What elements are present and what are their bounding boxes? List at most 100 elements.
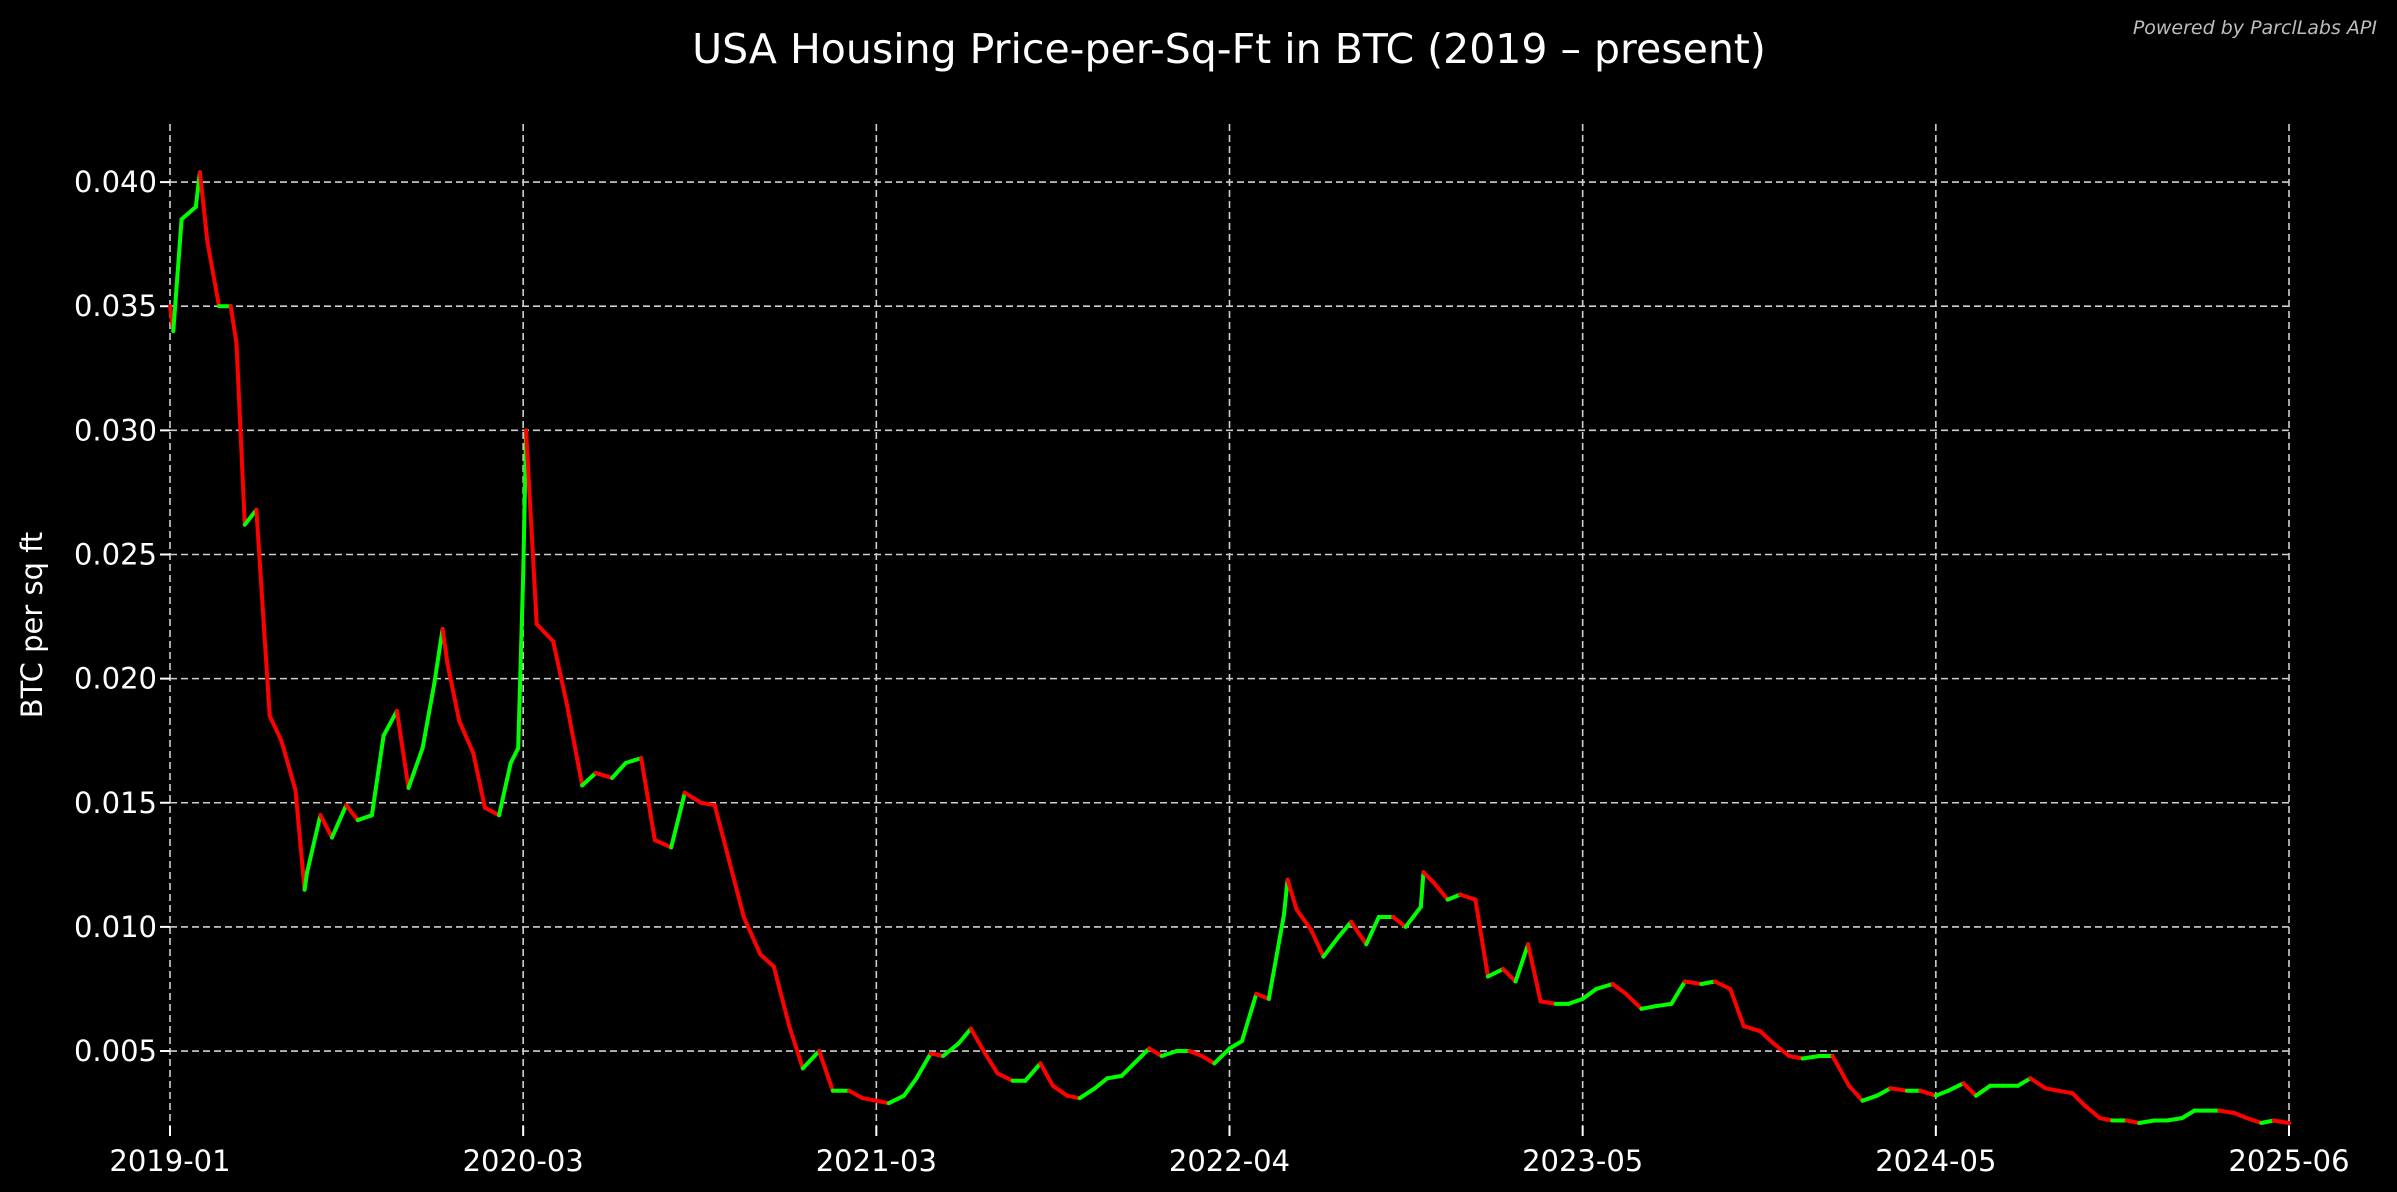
series-segment-down bbox=[983, 1051, 1000, 1076]
series-segment-down bbox=[1294, 907, 1313, 932]
watermark-text: Powered by ParclLabs API bbox=[2133, 17, 2378, 39]
y-tick-label: 0.010 bbox=[74, 910, 157, 944]
series-segment-up bbox=[1699, 979, 1717, 986]
series-segment-down bbox=[771, 964, 792, 1029]
series-segment-down bbox=[524, 428, 539, 626]
series-segment-up bbox=[1800, 1054, 1822, 1061]
y-tick-label: 0.015 bbox=[74, 786, 157, 820]
series-segment-up bbox=[1933, 1088, 1951, 1098]
y-tick-label: 0.020 bbox=[74, 662, 157, 696]
series-segment-up bbox=[305, 813, 323, 875]
series-segment-up bbox=[1336, 919, 1354, 939]
series-segment-up bbox=[1105, 1073, 1124, 1081]
series-segment-up bbox=[1566, 996, 1585, 1006]
series-segment-down bbox=[2097, 1116, 2115, 1123]
series-segment-down bbox=[564, 701, 585, 788]
series-segment-up bbox=[1669, 979, 1687, 1006]
series-segment-down bbox=[1771, 1041, 1792, 1058]
series-segment-down bbox=[787, 1024, 805, 1071]
series-segment-down bbox=[2028, 1076, 2048, 1091]
x-tick-label: 2019-01 bbox=[109, 1144, 230, 1178]
series-segment-up bbox=[1266, 912, 1286, 1001]
series-segment-up bbox=[580, 771, 598, 788]
series-segment-up bbox=[179, 204, 198, 222]
series-segment-down bbox=[847, 1088, 865, 1101]
series-segment-down bbox=[1473, 897, 1490, 979]
series-segment-down bbox=[1758, 1029, 1776, 1046]
series-segment-down bbox=[344, 803, 360, 823]
series-segment-down bbox=[758, 952, 776, 969]
series-segment-down bbox=[1285, 877, 1299, 912]
series-segment-down bbox=[1458, 892, 1478, 902]
series-segment-up bbox=[497, 761, 513, 818]
series-segment-up bbox=[669, 790, 687, 850]
series-segment-up bbox=[1092, 1076, 1110, 1091]
series-segment-down bbox=[254, 507, 272, 718]
series-segment-up bbox=[381, 708, 399, 738]
series-segment-down bbox=[440, 627, 450, 666]
series-segment-down bbox=[1147, 1046, 1164, 1058]
series-segment-down bbox=[1050, 1083, 1070, 1098]
series-segment-up bbox=[420, 681, 437, 751]
series-segment-up bbox=[941, 1041, 961, 1058]
series-segment-down bbox=[1538, 999, 1558, 1006]
series-segment-up bbox=[1513, 942, 1531, 984]
series-segment-down bbox=[860, 1096, 879, 1103]
series-segment-up bbox=[902, 1076, 919, 1098]
series-segment-down bbox=[2217, 1108, 2237, 1116]
series-segment-down bbox=[1431, 880, 1450, 902]
series-segment-down bbox=[2271, 1118, 2291, 1125]
series-segment-down bbox=[1918, 1088, 1938, 1098]
price-series bbox=[168, 170, 2291, 1125]
series-segment-down bbox=[234, 341, 247, 527]
series-segment-down bbox=[928, 1051, 946, 1058]
chart-title: USA Housing Price-per-Sq-Ft in BTC (2019… bbox=[692, 25, 1766, 73]
series-segment-down bbox=[1787, 1054, 1805, 1061]
series-segment-down bbox=[1421, 870, 1436, 885]
series-segment-up bbox=[1403, 905, 1423, 929]
y-tick-label: 0.005 bbox=[74, 1034, 157, 1068]
series-segment-up bbox=[1639, 1004, 1657, 1011]
series-segment-up bbox=[1364, 915, 1381, 947]
series-segment-up bbox=[1418, 870, 1426, 909]
series-segment-down bbox=[2082, 1103, 2102, 1121]
series-segment-up bbox=[369, 733, 386, 818]
series-segment-up bbox=[956, 1026, 973, 1046]
series-segment-down bbox=[1254, 991, 1271, 1001]
series-segment-down bbox=[1847, 1083, 1865, 1103]
series-segment-up bbox=[516, 572, 526, 751]
x-tick-label: 2022-04 bbox=[1169, 1144, 1290, 1178]
series-segment-up bbox=[1023, 1061, 1043, 1083]
series-segment-up bbox=[406, 746, 425, 790]
series-segment-down bbox=[639, 756, 657, 842]
series-segment-up bbox=[171, 217, 184, 334]
series-segment-down bbox=[1349, 919, 1369, 947]
series-segment-up bbox=[330, 803, 349, 840]
series-segment-down bbox=[699, 800, 717, 808]
series-segment-up bbox=[2137, 1118, 2157, 1125]
series-segment-up bbox=[1653, 1001, 1674, 1009]
series-segment-down bbox=[1038, 1061, 1055, 1088]
series-segment-down bbox=[293, 788, 307, 892]
series-segment-down bbox=[968, 1026, 988, 1056]
series-segment-down bbox=[741, 915, 763, 957]
series-segment-down bbox=[471, 751, 487, 810]
x-tick-label: 2021-03 bbox=[816, 1144, 937, 1178]
series-segment-down bbox=[551, 639, 569, 706]
series-segment-up bbox=[1159, 1049, 1179, 1058]
series-segment-up bbox=[2015, 1076, 2033, 1088]
series-segment-up bbox=[1860, 1093, 1879, 1103]
series-segment-down bbox=[652, 838, 674, 850]
series-segment-down bbox=[1830, 1054, 1851, 1088]
series-segment-down bbox=[205, 239, 221, 309]
series-segment-up bbox=[2180, 1108, 2197, 1121]
series-segment-up bbox=[1077, 1086, 1097, 1101]
series-segment-down bbox=[1391, 915, 1408, 929]
series-segment-up bbox=[886, 1093, 906, 1106]
series-segment-down bbox=[457, 718, 476, 756]
series-segment-down bbox=[2043, 1086, 2060, 1093]
series-segment-up bbox=[1321, 934, 1341, 959]
x-tick-label: 2023-05 bbox=[1522, 1144, 1643, 1178]
